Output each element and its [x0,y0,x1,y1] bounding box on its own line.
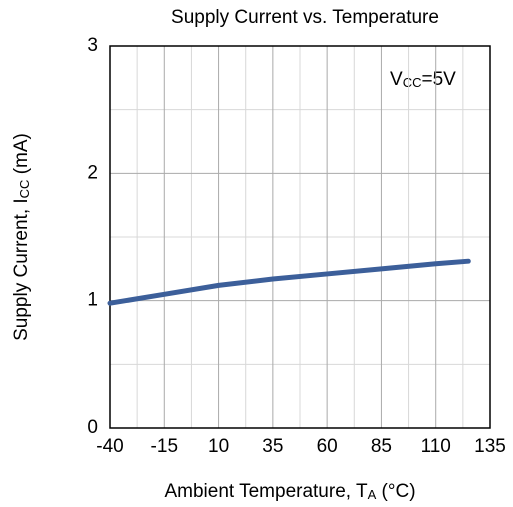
x-tick-label: 60 [317,436,338,457]
x-tick-label: -40 [96,436,123,457]
annotation-rest: =5V [421,69,456,90]
x-tick-label: 35 [262,436,283,457]
y-axis-label-text: Supply Current, I [11,198,32,341]
x-axis-label-text: Ambient Temperature, T [164,481,368,502]
y-axis-label-rest: (mA) [11,133,32,179]
x-tick-label: 110 [421,436,451,457]
annotation: VCC=5V [390,69,456,90]
y-axis-label-sub: CC [17,180,32,199]
x-tick-label: 85 [371,436,392,457]
data-line [107,258,471,306]
y-tick-label: 2 [87,162,98,183]
chart-title: Supply Current vs. Temperature [171,7,439,28]
x-tick-label: 10 [208,436,229,457]
y-tick-label: 1 [87,290,98,311]
x-axis-label-sub: A [368,487,377,502]
y-tick-label: 3 [87,35,98,56]
x-axis-label-rest: (°C) [376,481,415,502]
x-tick-label: 135 [474,436,506,457]
plot-frame [109,45,491,429]
y-axis-label: Supply Current, ICC (mA) [11,133,32,341]
y-tick-label: 0 [87,417,98,438]
x-tick-label: -15 [151,436,178,457]
annotation-text: V [390,69,403,90]
annotation-sub: CC [403,75,422,90]
x-axis-label: Ambient Temperature, TA (°C) [164,481,415,502]
